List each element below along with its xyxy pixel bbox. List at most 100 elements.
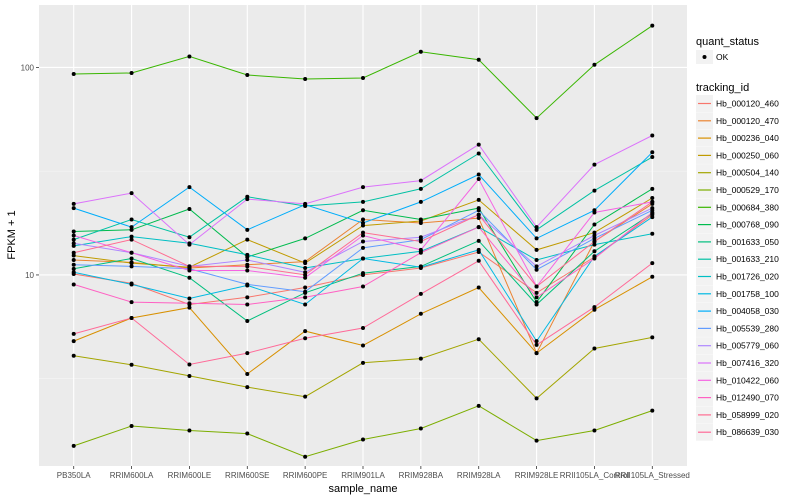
- data-point-Hb_000684_380: [187, 54, 192, 59]
- legend-item: Hb_058999_020: [696, 406, 779, 424]
- data-point-Hb_000529_170: [129, 424, 134, 429]
- data-point-Hb_001633_210: [187, 235, 192, 240]
- data-point-Hb_010422_060: [592, 210, 597, 215]
- data-point-Hb_000684_380: [418, 49, 423, 54]
- x-tick-label: RRIM600LA: [110, 471, 154, 480]
- data-point-Hb_007416_320: [71, 201, 76, 206]
- data-point-Hb_000504_140: [187, 373, 192, 378]
- legend-item: Hb_001726_020: [696, 268, 779, 285]
- x-tick-label: RRII105LA_Stressed: [615, 471, 690, 480]
- data-point-Hb_000236_040: [361, 343, 365, 348]
- data-point-Hb_012490_070: [534, 295, 539, 300]
- data-point-Hb_001633_050: [534, 302, 539, 307]
- legend: quant_status OK tracking_id Hb_000120_46…: [696, 36, 779, 441]
- data-point-Hb_000504_140: [245, 385, 250, 390]
- legend-label: Hb_000504_140: [716, 168, 779, 178]
- legend-item: Hb_000529_170: [696, 181, 779, 199]
- x-tick-label: RRIM600PE: [283, 471, 327, 480]
- data-point-Hb_007416_320: [129, 191, 134, 196]
- data-point-Hb_000504_140: [361, 360, 365, 365]
- data-point-Hb_000529_170: [187, 428, 192, 433]
- data-point-Hb_000529_170: [71, 443, 76, 448]
- legend-label: Hb_000120_470: [716, 116, 779, 126]
- data-point-Hb_012490_070: [129, 300, 134, 305]
- data-point-Hb_000768_090: [303, 236, 308, 241]
- data-point-Hb_010422_060: [303, 275, 308, 280]
- data-point-Hb_012490_070: [187, 301, 192, 306]
- data-point-Hb_000684_380: [592, 62, 597, 67]
- x-tick-label: RRIM600SE: [225, 471, 269, 480]
- data-point-Hb_001758_100: [476, 247, 481, 252]
- data-point-Hb_001758_100: [71, 270, 76, 275]
- data-point-Hb_000684_380: [303, 76, 308, 81]
- data-point-Hb_012490_070: [592, 256, 597, 261]
- data-point-Hb_000250_060: [476, 197, 481, 202]
- data-point-Hb_000236_040: [71, 339, 76, 344]
- legend-ok-label: OK: [716, 52, 729, 62]
- data-point-Hb_005779_060: [650, 206, 655, 211]
- data-point-Hb_000529_170: [592, 428, 597, 433]
- data-point-Hb_012490_070: [303, 295, 308, 300]
- data-point-Hb_000684_380: [534, 116, 539, 121]
- data-point-Hb_000504_140: [303, 394, 308, 399]
- data-point-Hb_001633_050: [187, 275, 192, 280]
- data-point-Hb_007416_320: [418, 178, 423, 183]
- data-point-Hb_004058_030: [650, 150, 655, 155]
- data-point-Hb_000250_060: [245, 237, 250, 242]
- x-tick-label: PB350LA: [57, 471, 91, 480]
- data-point-Hb_012490_070: [650, 210, 655, 215]
- legend-label: Hb_001633_050: [716, 237, 779, 247]
- data-point-Hb_012490_070: [476, 225, 481, 230]
- data-point-Hb_010422_060: [71, 233, 76, 238]
- data-point-Hb_010422_060: [476, 177, 481, 182]
- data-point-Hb_000504_140: [129, 362, 134, 367]
- legend-item: Hb_000504_140: [696, 164, 779, 182]
- data-point-Hb_001758_100: [361, 256, 365, 261]
- data-point-Hb_010422_060: [245, 268, 250, 273]
- data-point-Hb_000236_040: [476, 285, 481, 290]
- legend-item: Hb_000684_380: [696, 198, 779, 216]
- data-point-Hb_058999_020: [476, 212, 481, 217]
- data-point-Hb_001726_020: [592, 242, 597, 247]
- legend-item: Hb_000768_090: [696, 216, 779, 234]
- data-point-Hb_005539_280: [534, 267, 539, 272]
- legend-label: Hb_000236_040: [716, 133, 779, 143]
- data-point-Hb_001633_050: [245, 318, 250, 323]
- legend-item: Hb_005539_280: [696, 319, 779, 337]
- x-axis-title: sample_name: [328, 483, 397, 495]
- data-point-Hb_001633_050: [129, 256, 134, 261]
- data-point-Hb_086639_030: [303, 336, 308, 341]
- data-point-Hb_000250_060: [592, 230, 597, 235]
- x-tick-label: RRII105LA_Control: [560, 471, 630, 480]
- data-point-Hb_007416_320: [592, 162, 597, 167]
- y-axis-title: FPKM + 1: [6, 210, 18, 259]
- data-point-Hb_005539_280: [592, 236, 597, 241]
- legend-item: Hb_001633_210: [696, 250, 779, 268]
- legend-label: Hb_001758_100: [716, 289, 779, 299]
- x-tick-label: RRIM928LE: [515, 471, 559, 480]
- data-point-Hb_058999_020: [303, 272, 308, 277]
- data-point-Hb_000504_140: [592, 346, 597, 351]
- data-point-Hb_000504_140: [418, 356, 423, 361]
- data-point-Hb_004058_030: [187, 185, 192, 190]
- data-point-Hb_004058_030: [71, 206, 76, 211]
- data-point-Hb_004058_030: [534, 236, 539, 241]
- data-point-Hb_086639_030: [187, 362, 192, 367]
- data-point-Hb_000250_060: [303, 261, 308, 266]
- data-point-Hb_058999_020: [187, 264, 192, 269]
- data-point-Hb_001726_020: [245, 252, 250, 257]
- y-tick-label: 10: [25, 271, 34, 280]
- data-point-Hb_012490_070: [71, 282, 76, 287]
- data-point-Hb_000768_090: [418, 217, 423, 222]
- series-points: [71, 23, 655, 459]
- legend-label: Hb_007416_320: [716, 358, 779, 368]
- data-point-Hb_010422_060: [418, 247, 423, 252]
- legend-ok-point: [702, 55, 707, 59]
- legend-label: Hb_001633_210: [716, 254, 779, 264]
- data-point-Hb_086639_030: [71, 331, 76, 336]
- data-point-Hb_001758_100: [303, 302, 308, 307]
- data-point-Hb_007416_320: [650, 133, 655, 138]
- data-point-Hb_000120_470: [71, 258, 76, 263]
- data-point-Hb_000250_060: [534, 247, 539, 252]
- data-point-Hb_001633_210: [129, 217, 134, 222]
